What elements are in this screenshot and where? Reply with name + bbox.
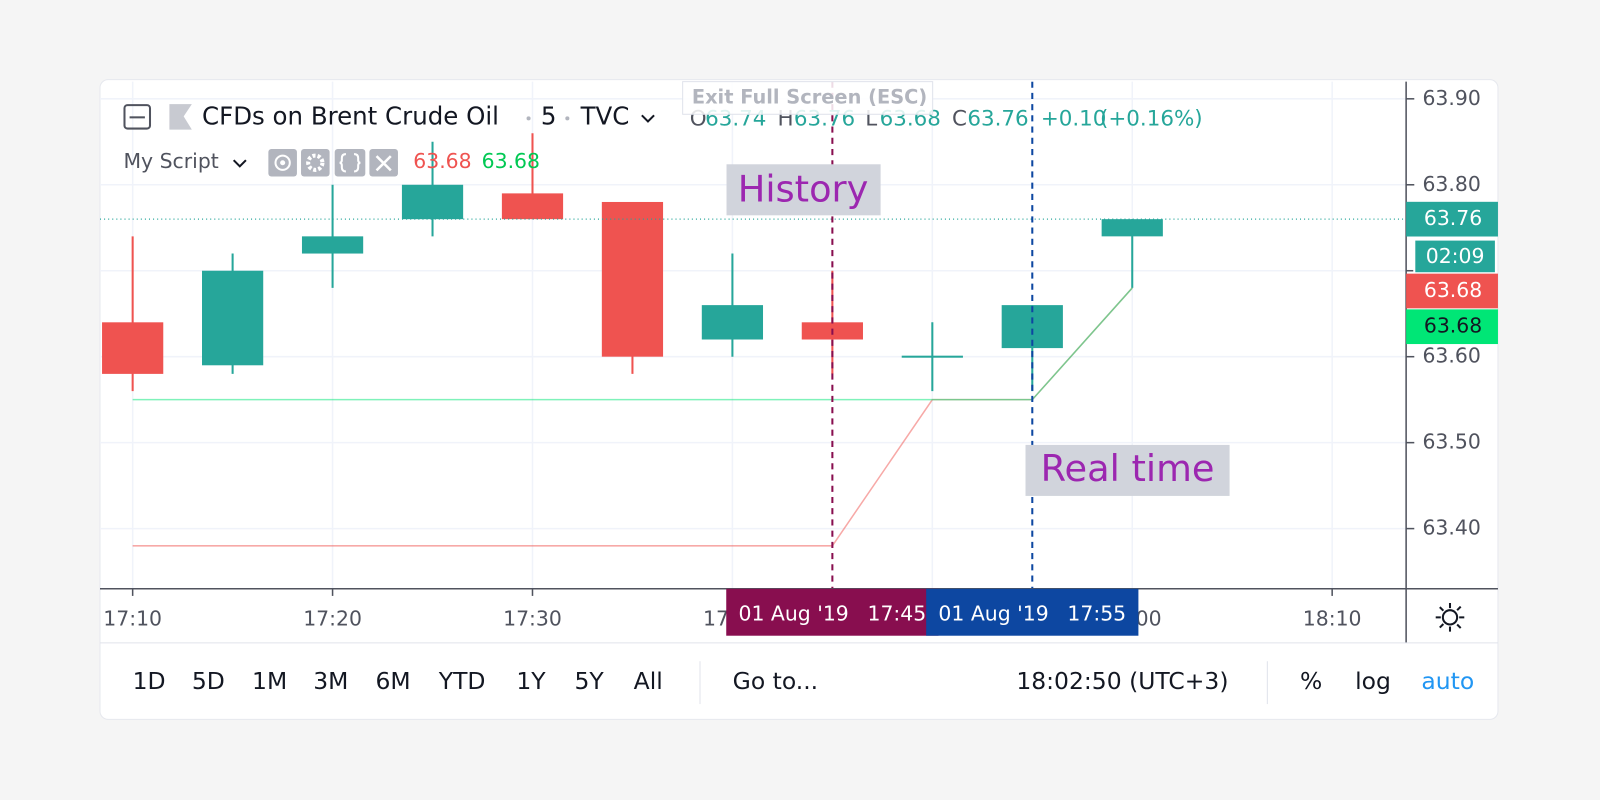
x-tick-label: 17:30 [503,606,562,630]
range-button[interactable]: 1Y [516,667,546,695]
marker-badge [926,588,1139,636]
candle-body [1101,219,1163,237]
price-badge [1406,201,1498,237]
price-badge [1406,309,1498,345]
eye-icon [280,160,286,166]
indicator-line [132,287,1133,401]
y-tick-label: 63.80 [1422,172,1480,196]
range-button[interactable]: YTD [438,667,486,695]
marker-date: 01 Aug '19 [938,601,1048,625]
y-tick-label: 63.90 [1422,86,1480,110]
ohlc-letter: C [952,106,967,131]
marker-date: 01 Aug '19 [738,601,848,625]
y-tick-label: 63.40 [1422,516,1480,540]
marker-badge [726,588,939,636]
legend-value: 63.68 [482,149,540,173]
auto-scale[interactable]: auto [1421,667,1474,695]
marker-time: 17:45 [867,601,926,625]
y-tick-label: 63.60 [1422,344,1480,368]
interval[interactable]: 5 [541,101,557,130]
annotation-box [726,164,881,216]
flag-icon [169,104,192,130]
candle-body [901,355,963,358]
exchange[interactable]: TVC [580,101,630,130]
log-scale[interactable]: log [1355,667,1391,695]
x-tick-label: 17:10 [103,606,162,630]
annotation: Real time [1041,447,1215,490]
eye-icon [274,154,291,171]
range-button[interactable]: All [634,667,663,695]
change: +0.10 [1041,106,1107,131]
candle-body [102,322,164,374]
x-tick-label: 17:20 [303,606,362,630]
x-icon [375,155,392,172]
price-badge-label: 63.76 [1424,206,1482,230]
price-badge [1406,273,1498,309]
indicator-name[interactable]: My Script [123,149,218,173]
price-badge-label: 63.68 [1424,278,1482,302]
candle-body [401,184,464,220]
source-button[interactable] [334,148,366,177]
annotation-box [1025,444,1230,496]
gear-icon [306,153,325,172]
range-button[interactable]: 3M [313,667,348,695]
goto[interactable]: Go to... [733,667,818,695]
indicator-buttons [268,148,398,177]
settings-icon[interactable] [1435,603,1465,632]
settings-button[interactable] [301,148,330,177]
countdown: 02:09 [1426,244,1485,268]
price-badge-label: 63.68 [1424,314,1482,338]
symbol[interactable]: CFDs on Brent Crude Oil [202,101,499,130]
tooltip[interactable]: Exit Full Screen (ESC) [692,85,927,108]
candle-body [301,236,364,254]
axes: 63.4063.5063.6063.7063.8063.9017:1017:20… [103,86,1498,636]
separator-dot [565,116,570,121]
range-button[interactable]: 5D [192,667,225,695]
x-tick-label: 18:10 [1303,606,1362,630]
braces-icon [339,153,361,173]
range-button[interactable]: 1D [133,667,166,695]
plot [100,81,1407,589]
countdown-badge [1413,238,1497,275]
range-button[interactable]: 6M [376,667,411,695]
candle-body [701,305,764,340]
candle-body [601,201,664,357]
range-button[interactable]: 1M [252,667,287,695]
clock[interactable]: 18:02:50 (UTC+3) [1016,667,1228,695]
settings-icon-ring [1441,609,1459,626]
range-button[interactable]: 5Y [574,667,604,695]
tooltip-box [682,81,934,115]
marker-time: 17:55 [1067,601,1126,625]
candle-body [202,270,264,366]
candle-body [501,193,564,220]
change-pct: (+0.16%) [1100,106,1203,131]
legend-value: 63.68 [413,149,471,173]
annotation: History [738,167,869,210]
y-tick-label: 63.50 [1422,430,1480,454]
percent-scale[interactable]: % [1300,667,1322,695]
toolbar: Go to... 18:02:50 (UTC+3) % log auto 1D 5… [133,661,1474,705]
separator-dot [526,116,531,121]
settings-icon-rays [1435,603,1465,632]
ohlc-value: 63.76 [967,106,1028,131]
chevron[interactable] [641,114,655,123]
chevron[interactable] [232,159,247,168]
collapse-button[interactable] [123,104,152,130]
